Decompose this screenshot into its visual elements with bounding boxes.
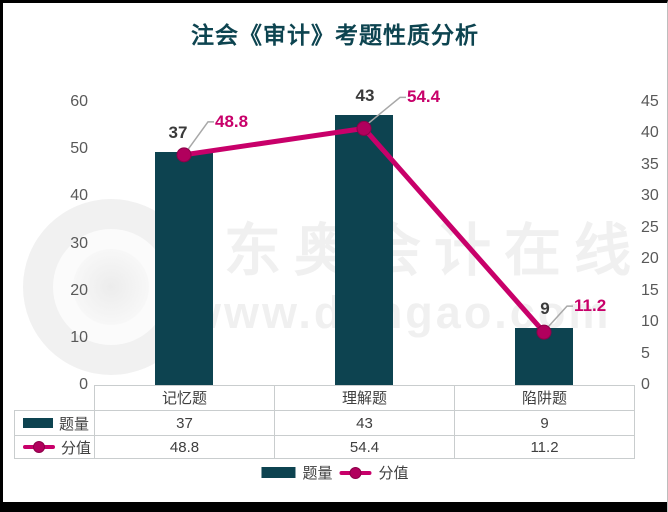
right-axis-tick: 25	[641, 218, 659, 236]
bar-理解题	[335, 114, 393, 385]
line-legend-key-icon	[339, 466, 372, 480]
left-axis-tick: 40	[70, 187, 88, 205]
bar-data-label: 37	[168, 123, 188, 143]
left-axis-tick: 30	[70, 234, 88, 252]
left-axis-tick: 0	[79, 376, 88, 393]
table-rowheader-label: 题量	[59, 415, 90, 433]
bar-series-key-icon	[23, 418, 53, 428]
chart-legend: 题量 分值	[261, 462, 409, 483]
table-rowheader-score: 分值	[14, 435, 95, 459]
table-value-cell: 54.4	[274, 435, 455, 459]
bar-记忆题	[155, 152, 213, 385]
right-axis-tick: 30	[641, 187, 659, 205]
line-data-label: 54.4	[407, 87, 441, 107]
dongao-logo-core	[73, 249, 149, 325]
watermark-brand-text: 东奥会计在线	[224, 219, 644, 283]
right-axis-tick: 40	[641, 124, 659, 142]
left-axis-tick: 50	[70, 140, 88, 158]
bar-legend-label: 题量	[302, 465, 333, 482]
right-axis-tick: 45	[641, 93, 659, 110]
right-axis-tick: 5	[641, 344, 650, 362]
line-data-label: 11.2	[574, 296, 607, 316]
line-series-key-icon	[23, 440, 55, 454]
table-value-cell: 43	[274, 410, 455, 436]
table-value-cell: 11.2	[454, 435, 635, 459]
score-line-layer	[176, 96, 573, 340]
right-axis-tick: 0	[641, 376, 650, 393]
left-axis-tick: 10	[70, 328, 88, 346]
bar-data-label: 43	[355, 85, 375, 105]
bar-legend-key-icon	[261, 467, 296, 478]
line-legend-label: 分值	[378, 465, 409, 482]
right-axis-tick: 10	[641, 313, 659, 331]
table-rowheader-label: 分值	[61, 439, 92, 457]
right-axis-tick: 35	[641, 155, 659, 173]
right-axis-tick: 15	[641, 281, 659, 299]
left-axis-tick: 60	[70, 93, 88, 110]
table-value-cell: 37	[94, 410, 275, 436]
screen-edge-bottom	[3, 502, 667, 512]
chart-title: 注会《审计》考题性质分析	[191, 22, 479, 48]
table-rowheader-quantity: 题量	[14, 410, 95, 436]
bar-data-label: 9	[540, 299, 550, 319]
line-data-label: 48.8	[215, 111, 249, 131]
table-value-cell: 9	[454, 410, 635, 436]
left-axis-tick: 20	[70, 281, 88, 299]
right-axis-tick: 20	[641, 250, 659, 268]
table-value-cell: 48.8	[94, 435, 275, 459]
